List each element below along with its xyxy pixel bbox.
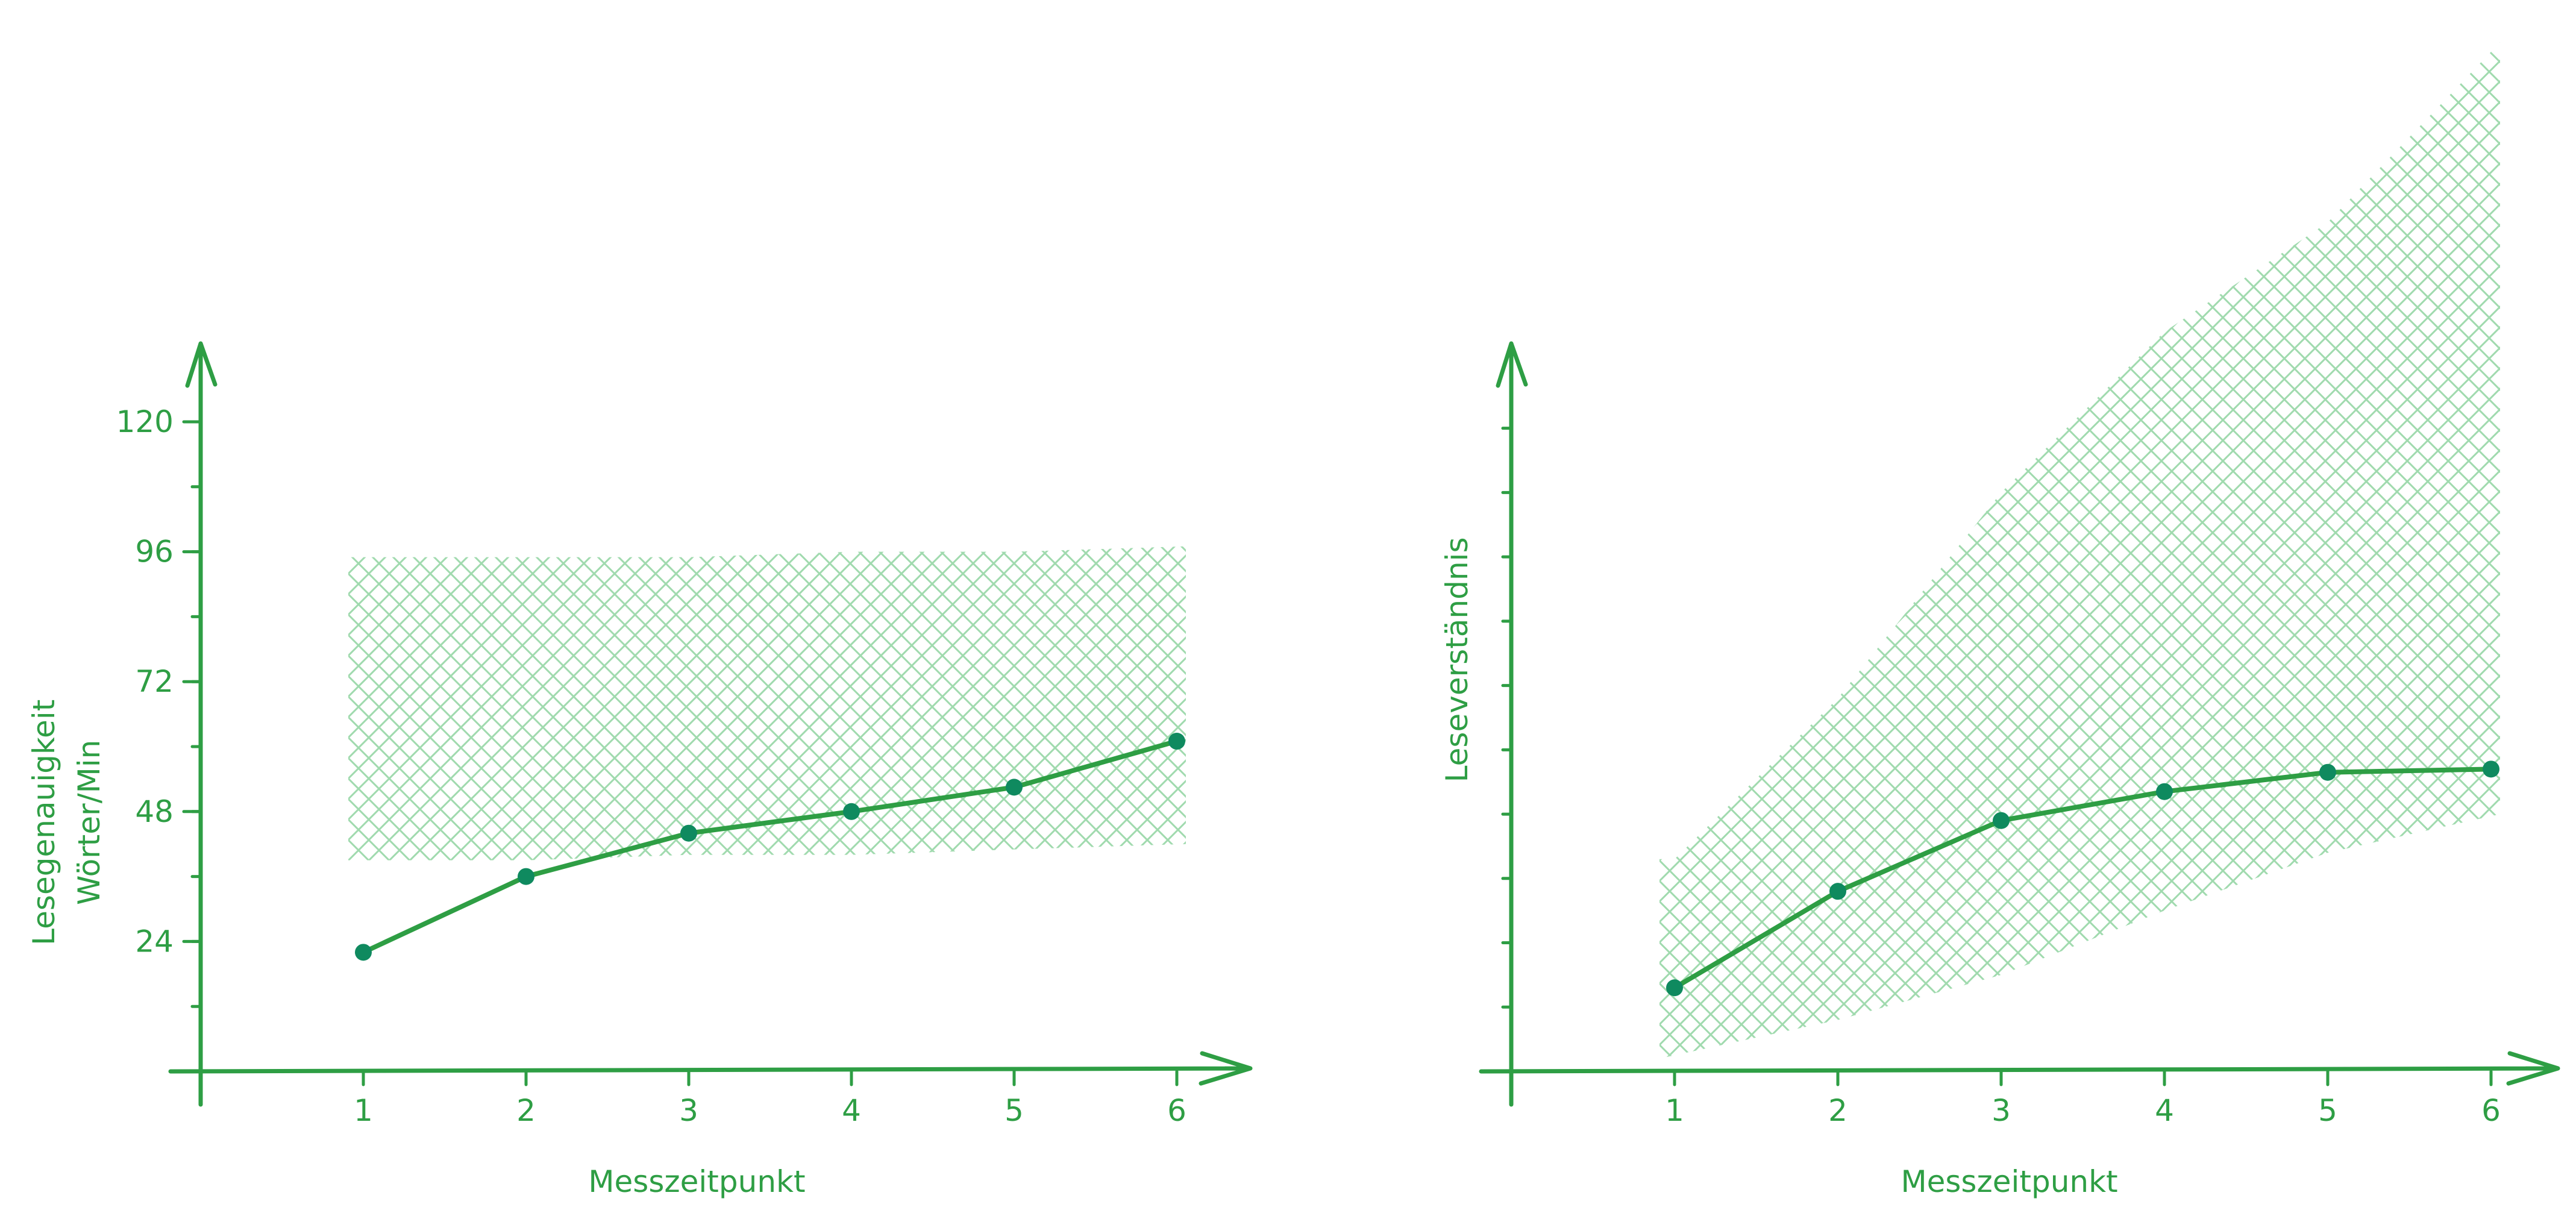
data-point <box>2319 763 2336 781</box>
y-axis-label: Lesegenauigkeit <box>27 700 61 945</box>
y-tick-label: 72 <box>135 664 174 699</box>
x-tick-label: 3 <box>679 1093 698 1128</box>
series-line <box>1672 766 2493 991</box>
data-point <box>843 803 860 820</box>
series-points <box>355 733 1185 961</box>
x-tick-label: 6 <box>1167 1093 1186 1128</box>
x-ticks: 1 2 3 4 5 6 <box>354 1070 1186 1128</box>
x-ticks: 1 2 3 4 5 6 <box>1665 1070 2501 1128</box>
x-tick-label: 6 <box>2481 1093 2501 1128</box>
confidence-band <box>348 546 1186 860</box>
data-point <box>2156 783 2173 800</box>
y-tick-label: 24 <box>135 924 174 959</box>
x-tick-label: 2 <box>1828 1093 1847 1128</box>
series-line <box>361 739 1179 955</box>
x-tick-label: 2 <box>516 1093 536 1128</box>
x-axis-label: Messzeitpunkt <box>1901 1164 2117 1199</box>
chart-reading-comprehension: 1 2 3 4 5 6 Messzeitpunkt Leseverständnis <box>1440 42 2560 1199</box>
x-axis-label: Messzeitpunkt <box>588 1164 805 1199</box>
x-axis <box>168 1051 1253 1086</box>
data-point <box>1993 812 2010 829</box>
data-point <box>2483 760 2499 778</box>
y-tick-label: 96 <box>135 534 174 569</box>
y-axis-label: Leseverständnis <box>1440 538 1474 783</box>
x-axis <box>1479 1051 2560 1086</box>
data-point <box>1829 883 1846 900</box>
data-point <box>1006 779 1023 796</box>
series-points <box>1666 760 2499 997</box>
x-tick-label: 5 <box>2318 1093 2337 1128</box>
x-tick-label: 5 <box>1004 1093 1024 1128</box>
y-axis <box>185 341 218 1107</box>
data-point <box>518 868 534 885</box>
y-tick-label: 48 <box>135 794 174 829</box>
data-point <box>680 824 697 842</box>
data-point <box>1666 979 1683 997</box>
x-tick-label: 3 <box>1992 1093 2011 1128</box>
x-tick-label: 4 <box>2155 1093 2174 1128</box>
y-axis <box>1496 341 1528 1107</box>
x-tick-label: 1 <box>1665 1093 1684 1128</box>
x-tick-label: 4 <box>842 1093 861 1128</box>
confidence-band <box>1659 42 2500 1059</box>
data-point <box>1168 733 1185 750</box>
x-tick-label: 1 <box>354 1093 373 1128</box>
y-tick-label: 120 <box>116 404 174 439</box>
data-point <box>355 944 372 961</box>
y-ticks: 24 48 72 96 120 <box>116 404 202 1008</box>
chart-reading-accuracy: 24 48 72 96 120 1 2 3 4 5 6 Messzeitpunkt Lesegen… <box>27 341 1253 1199</box>
y-axis-unit-label: Wörter/Min <box>72 740 107 905</box>
